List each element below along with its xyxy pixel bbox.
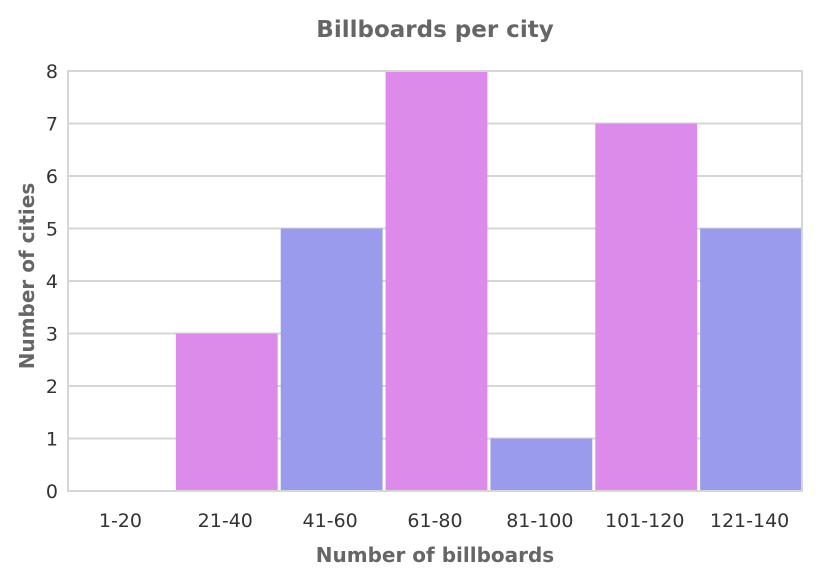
x-tick-labels: 1-20 21-40 41-60 61-80 81-100 101-120 121-140 (99, 510, 789, 532)
y-tick-label: 0 (46, 481, 58, 503)
y-tick-label: 5 (46, 219, 58, 241)
x-tick-label: 61-80 (407, 510, 462, 532)
x-tick-label: 121-140 (710, 510, 789, 532)
bar-121-140 (700, 228, 802, 491)
y-tick-label: 8 (46, 61, 58, 83)
x-tick-label: 41-60 (303, 510, 358, 532)
y-tick-label: 3 (46, 324, 58, 346)
x-tick-label: 1-20 (99, 510, 142, 532)
bar-61-80 (385, 71, 488, 491)
y-tick-label: 4 (46, 271, 58, 293)
y-tick-label: 7 (46, 114, 58, 136)
x-tick-label: 101-120 (605, 510, 684, 532)
y-tick-label: 1 (46, 429, 58, 451)
bars (175, 71, 802, 491)
y-tick-label: 2 (46, 376, 58, 398)
y-tick-labels: 0 1 2 3 4 5 6 7 8 (46, 61, 58, 503)
y-tick-label: 6 (46, 166, 58, 188)
bar-21-40 (175, 333, 278, 491)
x-tick-label: 81-100 (506, 510, 573, 532)
x-tick-label: 21-40 (198, 510, 253, 532)
bar-101-120 (595, 123, 698, 491)
chart-title: Billboards per city (316, 17, 553, 43)
plot-frame (67, 70, 803, 492)
x-axis-label: Number of billboards (316, 543, 554, 567)
bar-41-60 (280, 228, 383, 491)
y-axis-label: Number of cities (15, 183, 39, 370)
bar-81-100 (490, 438, 593, 491)
